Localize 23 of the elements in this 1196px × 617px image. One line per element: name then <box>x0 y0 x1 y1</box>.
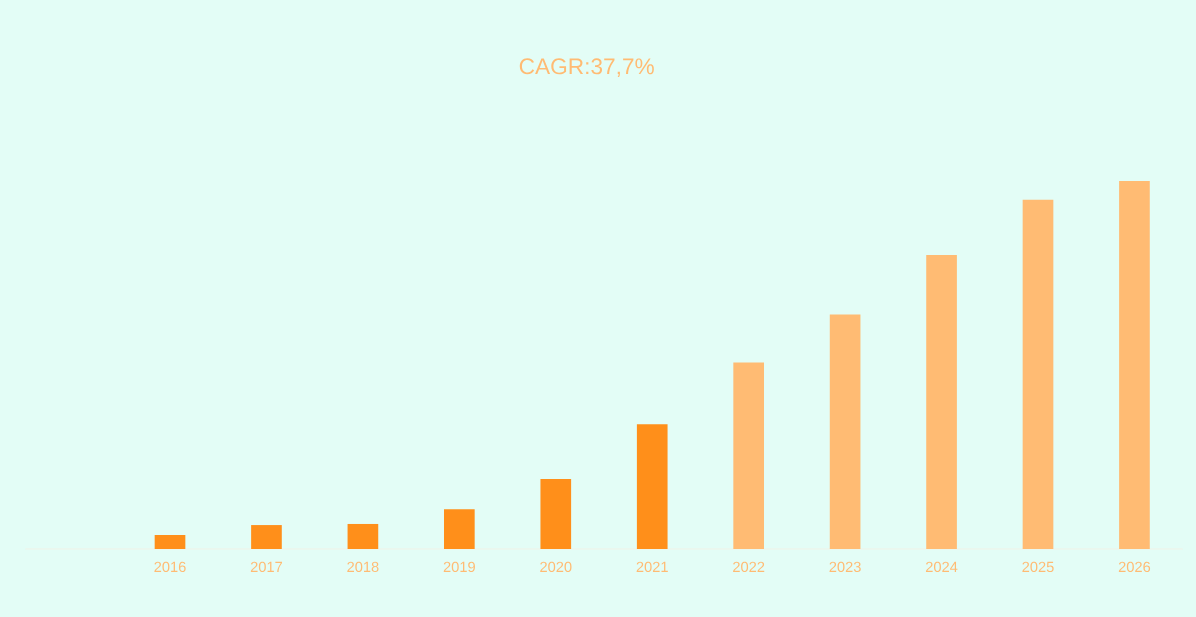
x-tick-label: 2026 <box>1118 561 1151 573</box>
x-tick-label: 2017 <box>250 561 283 573</box>
bar <box>733 362 765 549</box>
x-tick-label: 2023 <box>829 561 861 573</box>
bar <box>251 525 282 549</box>
bar <box>347 523 379 549</box>
x-tick-label: 2022 <box>733 561 765 573</box>
bar <box>444 509 475 549</box>
bar <box>540 479 572 549</box>
bar <box>1119 180 1150 549</box>
x-tick-label: 2021 <box>636 561 668 573</box>
x-tick-label: 2025 <box>1022 561 1054 573</box>
x-tick-label: 2019 <box>443 561 475 573</box>
x-tick-label: 2018 <box>347 561 379 573</box>
bar <box>1022 199 1054 549</box>
bar <box>926 254 957 549</box>
bar <box>636 424 668 549</box>
bar <box>829 314 861 549</box>
chart-title: CAGR:37,7% <box>519 58 654 78</box>
bar <box>154 535 186 549</box>
x-tick-label: 2024 <box>925 561 958 573</box>
x-tick-label: 2016 <box>154 561 186 573</box>
x-tick-label: 2020 <box>540 561 572 573</box>
